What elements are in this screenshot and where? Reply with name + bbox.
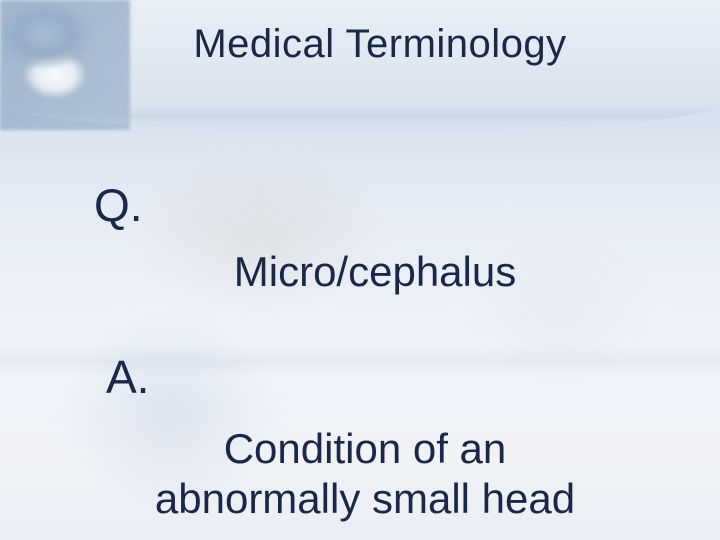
answer-line-1: Condition of an bbox=[224, 425, 507, 472]
answer-line-2: abnormally small head bbox=[155, 475, 575, 522]
slide-title: Medical Terminology bbox=[0, 22, 720, 67]
answer-text: Condition of an abnormally small head bbox=[0, 424, 720, 523]
question-term: Micro/cephalus bbox=[0, 248, 720, 296]
answer-label: A. bbox=[106, 350, 149, 404]
question-label: Q. bbox=[94, 178, 143, 232]
slide-content: Medical Terminology Q. Micro/cephalus A.… bbox=[0, 0, 720, 540]
